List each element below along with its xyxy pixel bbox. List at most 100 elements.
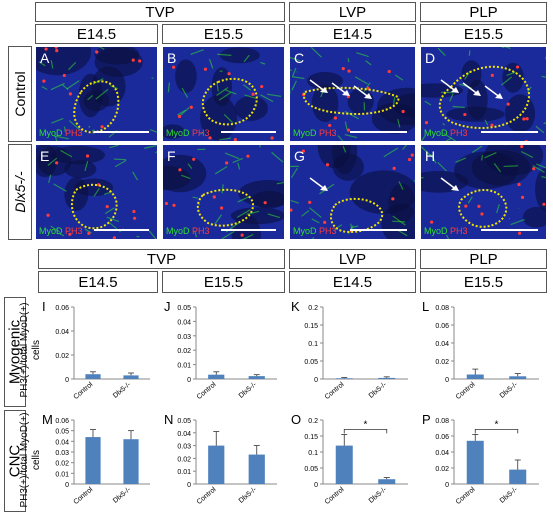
y-tick-label: 0 <box>445 377 449 384</box>
y-tick-label: 0.02 <box>435 359 449 366</box>
muscle-outline <box>201 77 258 126</box>
chart-svg: 0 0.02 0.04 0.06 0.08 Control Dlx5-/- * <box>435 418 539 506</box>
stain-red-label: PH3 <box>316 226 337 236</box>
bar <box>85 437 101 484</box>
y-tick-label: 0 <box>65 482 69 489</box>
y-tick-label: 0.2 <box>308 418 318 425</box>
micrograph-panel-g: G MyoD PH3 <box>289 144 416 240</box>
micrograph-panel-h: H MyoD PH3 <box>420 144 547 240</box>
chart-svg: 0 0.05 0.1 0.15 0.2 Control Dlx5-/- * <box>304 418 408 506</box>
x-category-label: Control <box>72 486 94 506</box>
y-tick-label: 0.1 <box>308 341 318 348</box>
stain-red-label: PH3 <box>62 226 83 236</box>
stain-green-label: MyoD <box>166 128 190 138</box>
x-category-label: Control <box>455 381 477 401</box>
stain-green-label: MyoD <box>39 226 63 236</box>
bar-chart-p: P 0 0.02 0.04 0.06 0.08 Control Dlx5-/- * <box>420 410 547 512</box>
micrograph-image <box>36 145 157 239</box>
scale-bar <box>481 229 538 231</box>
bar-chart-n: N 0 0.01 0.02 0.03 0.04 0.05 Control Dlx5-/- <box>162 410 285 512</box>
micrograph-panel-d: D MyoD PH3 <box>420 46 547 142</box>
scale-bar <box>221 229 276 231</box>
chart-axes <box>322 307 408 380</box>
bar <box>248 454 265 484</box>
chart-panel-letter: K <box>291 299 300 314</box>
x-category-label: Dlx5-/- <box>368 381 389 400</box>
chart-panel-letter: M <box>42 412 53 427</box>
stain-red-label: PH3 <box>447 226 468 236</box>
row-label-myogenic: Myogenic <box>4 297 26 407</box>
stage-header-tvp-e15: E15.5 <box>162 24 285 44</box>
y-tick-label: 0.04 <box>177 431 191 438</box>
y-tick-label: 0.06 <box>435 323 449 330</box>
y-tick-label: 0.04 <box>55 439 69 446</box>
stain-red-label: PH3 <box>316 128 337 138</box>
stage-header-b-plp-e15: E15.5 <box>420 271 547 293</box>
x-category-label: Control <box>196 486 218 506</box>
stain-green-label: MyoD <box>424 226 448 236</box>
stage-header-b-tvp-e14: E14.5 <box>38 271 158 293</box>
bar-chart-l: L 0 0.02 0.04 0.06 0.08 Control Dlx5-/- <box>420 297 547 407</box>
significance-marker: * <box>364 419 368 430</box>
y-tick-label: 0.15 <box>304 434 318 441</box>
significance-marker: * <box>495 419 499 430</box>
group-header-plp-bottom: PLP <box>420 249 547 269</box>
y-tick-label: 0.01 <box>55 471 69 478</box>
chart-svg: 0 0.02 0.04 0.06 Control Dlx5-/- <box>55 305 150 401</box>
stage-header-plp-e15: E15.5 <box>420 24 547 44</box>
micrograph-image <box>421 47 546 141</box>
bar <box>466 440 484 484</box>
chart-panel-letter: P <box>422 412 431 427</box>
micrograph-image <box>421 145 546 239</box>
y-tick-label: 0.03 <box>55 450 69 457</box>
chart-panel-letter: L <box>422 299 430 314</box>
panel-letter: A <box>40 50 50 66</box>
bar-chart-m: M 0 0.01 0.02 0.03 0.04 0.05 0.06 Control Dlx5-/- <box>40 410 158 512</box>
y-tick-label: 0.03 <box>177 334 191 341</box>
significance-bracket <box>343 429 388 434</box>
x-category-label: Control <box>196 381 218 401</box>
panel-letter: H <box>425 148 436 164</box>
scale-bar <box>481 131 538 133</box>
chart-svg: 0 0.01 0.02 0.03 0.04 0.05 Control Dlx5-/- <box>177 305 277 401</box>
chart-axes <box>195 307 277 380</box>
group-header-plp-top: PLP <box>420 2 547 22</box>
bar-chart-k: K 0 0.05 0.1 0.15 0.2 Control Dlx5-/- <box>289 297 416 407</box>
micrograph-image <box>290 145 415 239</box>
y-tick-label: 0.01 <box>177 363 191 370</box>
stain-red-label: PH3 <box>189 226 210 236</box>
x-category-label: Dlx5-/- <box>368 486 389 505</box>
y-tick-label: 0 <box>314 377 318 384</box>
panel-letter: C <box>294 50 305 66</box>
bar-chart-o: O 0 0.05 0.1 0.15 0.2 Control Dlx5-/- * <box>289 410 416 512</box>
scale-bar <box>350 131 407 133</box>
bar <box>378 377 396 379</box>
stain-red-label: PH3 <box>189 128 210 138</box>
y-tick-label: 0.02 <box>55 353 69 360</box>
chart-panel-letter: N <box>164 412 174 427</box>
micrograph-image <box>163 145 284 239</box>
stage-header-b-lvp-e14: E14.5 <box>289 271 416 293</box>
panel-letter: B <box>167 50 177 66</box>
x-category-label: Control <box>72 381 94 401</box>
stain-legend: MyoD PH3 <box>39 226 83 236</box>
stain-green-label: MyoD <box>424 128 448 138</box>
stain-legend: MyoD PH3 <box>293 226 337 236</box>
chart-svg: 0 0.01 0.02 0.03 0.04 0.05 Control Dlx5-/- <box>177 418 277 506</box>
x-category-label: Dlx5-/- <box>499 381 520 400</box>
y-tick-label: 0.1 <box>308 450 318 457</box>
group-header-lvp-bottom: LVP <box>289 249 416 269</box>
muscle-outline <box>329 197 384 233</box>
group-header-lvp-top: LVP <box>289 2 416 22</box>
scale-bar <box>94 229 149 231</box>
bar <box>85 374 101 379</box>
stain-red-label: PH3 <box>447 128 468 138</box>
y-tick-label: 0.02 <box>435 466 449 473</box>
x-category-label: Control <box>324 486 346 506</box>
bar <box>208 445 225 484</box>
y-tick-label: 0.01 <box>177 469 191 476</box>
x-category-label: Dlx5-/- <box>112 486 133 505</box>
scale-bar <box>350 229 407 231</box>
stain-red-label: PH3 <box>62 128 83 138</box>
bar <box>123 439 139 484</box>
